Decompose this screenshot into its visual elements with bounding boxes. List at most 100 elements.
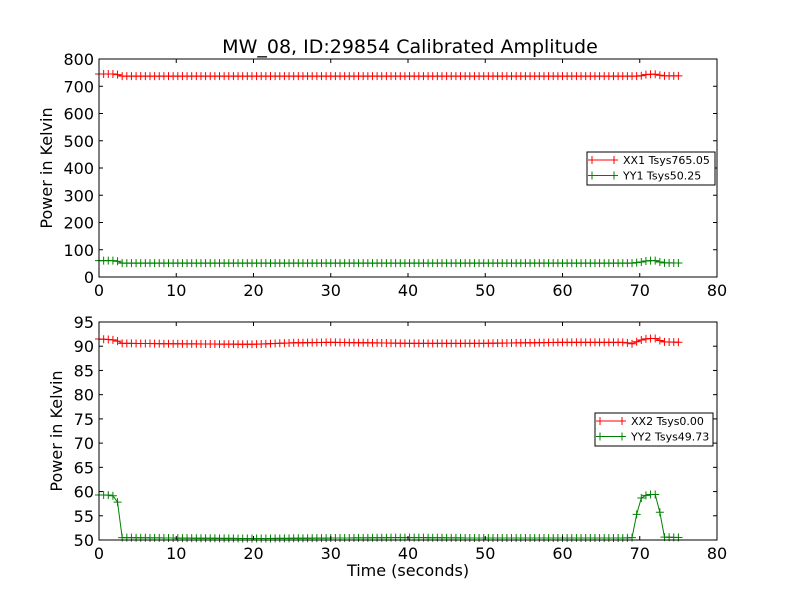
x-tick-label: 20 <box>243 544 263 563</box>
y-tick-label: 300 <box>63 186 94 205</box>
y-tick-label: 95 <box>74 313 94 332</box>
data-point <box>618 338 627 347</box>
x-tick-label: 40 <box>398 281 418 300</box>
data-point <box>674 338 683 347</box>
y-tick-label: 50 <box>74 531 94 550</box>
legend-marker <box>618 417 626 425</box>
x-tick-label: 50 <box>475 544 495 563</box>
plots-container: 0 10 20 30 40 50 60 70 8001002003004005006007008… <box>37 50 727 580</box>
legend-marker <box>610 171 618 180</box>
x-tick-label: 80 <box>707 281 727 300</box>
data-point <box>637 257 646 266</box>
y-tick-label: 100 <box>63 241 94 260</box>
x-tick-label: 20 <box>243 281 263 300</box>
legend-box <box>594 412 714 447</box>
legend-marker <box>596 432 604 441</box>
data-point <box>108 256 117 265</box>
data-point <box>113 498 122 507</box>
data-point <box>108 335 117 344</box>
data-point <box>113 257 122 266</box>
x-tick-label: 70 <box>630 544 650 563</box>
data-point <box>113 70 122 79</box>
series-markers <box>95 490 683 543</box>
x-tick-label: 60 <box>552 544 572 563</box>
x-tick-label: 10 <box>166 281 186 300</box>
data-point <box>637 493 646 502</box>
legend-marker <box>610 156 618 164</box>
data-point <box>113 337 122 346</box>
data-point <box>623 338 632 347</box>
legend-entry: XX1 Tsys765.05 <box>623 154 710 167</box>
series-line <box>99 493 679 540</box>
data-point <box>637 71 646 80</box>
y-tick-label: 70 <box>74 434 94 453</box>
x-tick-label: 80 <box>707 544 727 563</box>
y-axis-label: Power in Kelvin <box>37 107 56 228</box>
series-2-1 <box>95 334 683 349</box>
y-tick-label: 90 <box>74 337 94 356</box>
y-tick-label: 200 <box>63 214 94 233</box>
legend-box <box>586 151 716 186</box>
y-tick-label: 0 <box>84 268 94 287</box>
series-1-1 <box>95 69 683 81</box>
x-tick-label: 70 <box>630 281 650 300</box>
series-markers <box>95 256 683 268</box>
y-tick-label: 800 <box>63 50 94 69</box>
subplot-2: 0 10 20 30 40 50 60 70 80 50 55 60 65 70 75 80 85 90 95 Pow… <box>47 313 727 580</box>
legend: XX2 Tsys0.00 YY2 Tsys49.73 <box>594 412 714 447</box>
data-point <box>655 336 664 345</box>
x-tick-label: 0 <box>94 281 104 300</box>
x-tick-label: 0 <box>94 544 104 563</box>
y-tick-label: 500 <box>63 132 94 151</box>
data-point <box>632 337 641 346</box>
y-tick-label: 700 <box>63 77 94 96</box>
data-point <box>655 257 664 266</box>
subplot-1: 0 10 20 30 40 50 60 70 8001002003004005006007008… <box>37 50 727 300</box>
legend: XX1 Tsys765.05 YY1 Tsys50.25 <box>586 151 716 186</box>
data-point <box>632 258 641 267</box>
x-tick-label: 30 <box>321 281 341 300</box>
data-point <box>651 70 660 79</box>
series-markers <box>95 334 683 349</box>
series-2-2 <box>95 490 683 543</box>
x-tick-label: 50 <box>475 281 495 300</box>
y-tick-label: 80 <box>74 386 94 405</box>
data-point <box>655 508 664 517</box>
legend-marker <box>618 432 626 441</box>
y-tick-label: 65 <box>74 458 94 477</box>
x-tick-label: 30 <box>321 544 341 563</box>
series-markers <box>95 69 683 81</box>
legend-marker <box>588 171 596 180</box>
data-point <box>651 334 660 343</box>
data-point <box>632 510 641 519</box>
legend-entry: YY1 Tsys50.25 <box>622 170 701 183</box>
legend-marker <box>596 417 604 425</box>
y-tick-label: 60 <box>74 483 94 502</box>
y-tick-label: 75 <box>74 410 94 429</box>
data-point <box>637 336 646 345</box>
chart-title: MW_08, ID:29854 Calibrated Amplitude <box>222 36 598 58</box>
x-tick-label: 40 <box>398 544 418 563</box>
data-point <box>651 490 660 499</box>
y-tick-label: 85 <box>74 361 94 380</box>
data-point <box>628 339 637 348</box>
y-tick-label: 400 <box>63 159 94 178</box>
data-point <box>108 491 117 500</box>
y-axis-label: Power in Kelvin <box>47 370 66 491</box>
x-tick-label: 10 <box>166 544 186 563</box>
series-1-2 <box>95 256 683 268</box>
data-point <box>108 69 117 78</box>
data-point <box>674 259 683 268</box>
data-point <box>651 256 660 265</box>
data-point <box>655 71 664 80</box>
legend-entry: YY2 Tsys49.73 <box>630 431 709 444</box>
legend-entry: XX2 Tsys0.00 <box>631 415 704 428</box>
x-axis-label: Time (seconds) <box>346 561 469 580</box>
x-tick-label: 60 <box>552 281 572 300</box>
legend-marker <box>588 156 596 164</box>
data-point <box>674 71 683 80</box>
y-tick-label: 600 <box>63 105 94 124</box>
data-point <box>641 491 650 500</box>
data-point <box>104 491 113 500</box>
